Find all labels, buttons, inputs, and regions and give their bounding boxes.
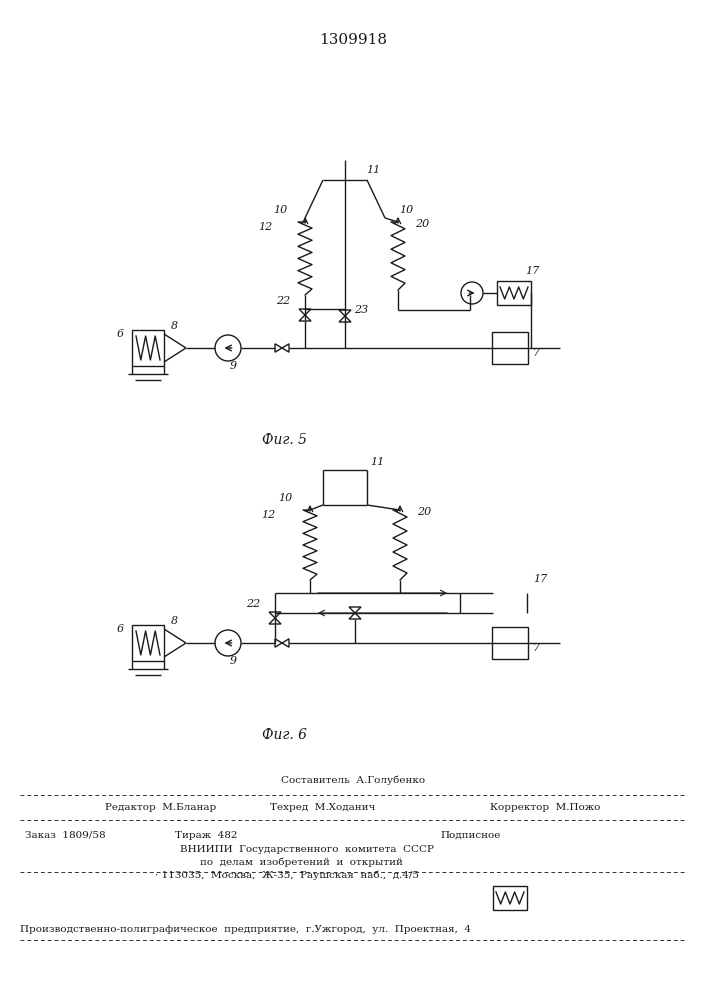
Text: 23: 23 bbox=[354, 305, 368, 315]
Text: 7: 7 bbox=[532, 643, 539, 653]
Polygon shape bbox=[299, 315, 311, 321]
Text: 17: 17 bbox=[533, 574, 547, 584]
Circle shape bbox=[215, 335, 241, 361]
Text: 20: 20 bbox=[415, 219, 429, 229]
Bar bbox=[132, 625, 164, 661]
Text: Тираж  482: Тираж 482 bbox=[175, 830, 238, 840]
Text: 22: 22 bbox=[276, 296, 290, 306]
Text: 10: 10 bbox=[273, 205, 287, 215]
Circle shape bbox=[215, 630, 241, 656]
Text: 22: 22 bbox=[246, 599, 260, 609]
Text: 12: 12 bbox=[258, 222, 272, 232]
Text: 6: 6 bbox=[117, 624, 124, 634]
Polygon shape bbox=[339, 316, 351, 322]
Bar bbox=[497, 281, 531, 305]
Text: 17: 17 bbox=[525, 266, 539, 276]
Text: 10: 10 bbox=[278, 493, 292, 503]
Bar bbox=[492, 627, 528, 659]
Text: Подписное: Подписное bbox=[440, 830, 501, 840]
Text: 9: 9 bbox=[230, 656, 237, 666]
Text: 8: 8 bbox=[170, 321, 177, 331]
Text: 11: 11 bbox=[370, 457, 384, 467]
Bar bbox=[492, 332, 528, 364]
Text: Фиг. 5: Фиг. 5 bbox=[262, 433, 308, 447]
Text: 9: 9 bbox=[230, 361, 237, 371]
Text: 10: 10 bbox=[399, 205, 413, 215]
Text: 12: 12 bbox=[261, 510, 275, 520]
Circle shape bbox=[461, 282, 483, 304]
Polygon shape bbox=[275, 344, 282, 352]
Text: 6: 6 bbox=[117, 329, 124, 339]
Text: · 113035,  Москва,  Ж-35,  Раушская  наб.,  д.4/5: · 113035, Москва, Ж-35, Раушская наб., д… bbox=[155, 870, 419, 880]
Polygon shape bbox=[269, 612, 281, 618]
Text: 1309918: 1309918 bbox=[319, 33, 387, 47]
Text: по  делам  изобретений  и  открытий: по делам изобретений и открытий bbox=[200, 857, 403, 867]
Bar bbox=[132, 330, 164, 366]
Polygon shape bbox=[282, 639, 289, 647]
Text: 20: 20 bbox=[417, 507, 431, 517]
Polygon shape bbox=[275, 639, 282, 647]
Text: Составитель  А.Голубенко: Составитель А.Голубенко bbox=[281, 775, 425, 785]
Bar bbox=[493, 886, 527, 910]
Polygon shape bbox=[349, 613, 361, 619]
Text: Фиг. 6: Фиг. 6 bbox=[262, 728, 308, 742]
Polygon shape bbox=[269, 618, 281, 624]
Text: Редактор  М.Бланар: Редактор М.Бланар bbox=[105, 804, 216, 812]
Text: Заказ  1809/58: Заказ 1809/58 bbox=[25, 830, 105, 840]
Polygon shape bbox=[299, 309, 311, 315]
Polygon shape bbox=[339, 310, 351, 316]
Text: 11: 11 bbox=[366, 165, 380, 175]
Text: Производственно-полиграфическое  предприятие,  г.Ужгород,  ул.  Проектная,  4: Производственно-полиграфическое предприя… bbox=[20, 926, 471, 934]
Polygon shape bbox=[282, 344, 289, 352]
Text: 8: 8 bbox=[170, 616, 177, 626]
Polygon shape bbox=[349, 607, 361, 613]
Text: Корректор  М.Пожо: Корректор М.Пожо bbox=[490, 804, 600, 812]
Text: 7: 7 bbox=[532, 348, 539, 358]
Text: ВНИИПИ  Государственного  комитета  СССР: ВНИИПИ Государственного комитета СССР bbox=[180, 846, 434, 854]
Text: Техред  М.Ходанич: Техред М.Ходанич bbox=[270, 804, 375, 812]
